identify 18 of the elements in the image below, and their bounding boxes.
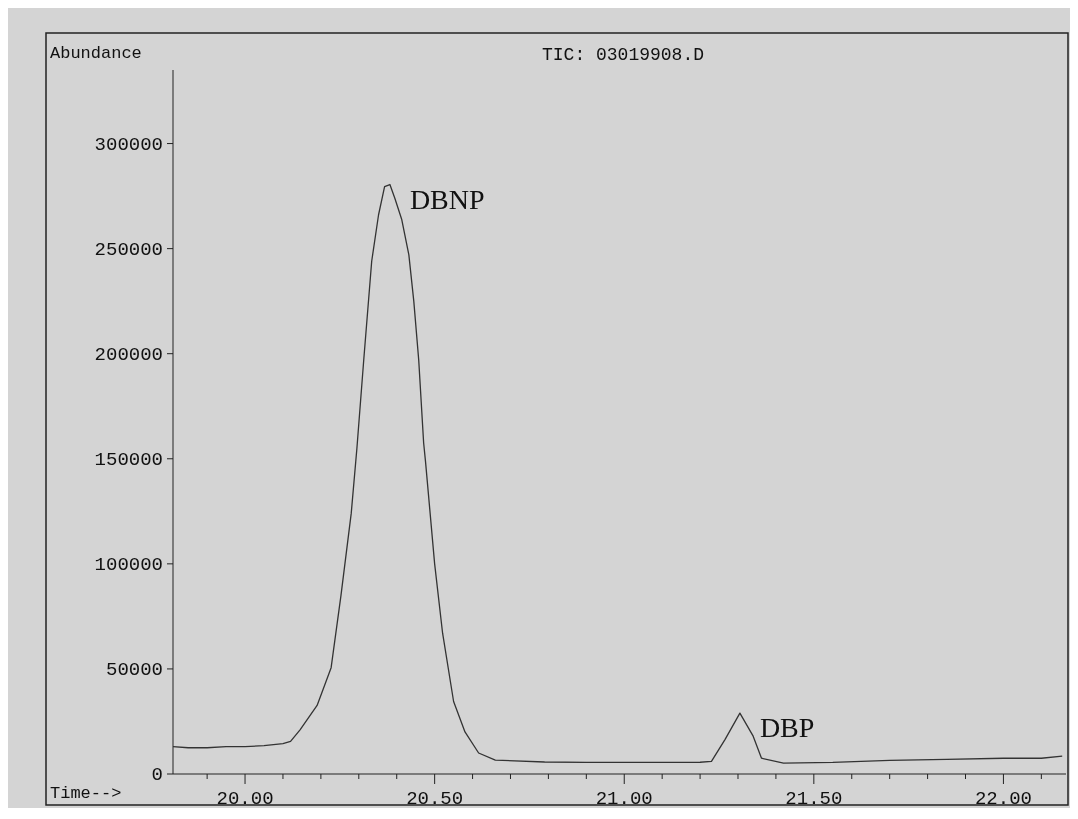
chart-title: TIC: 03019908.D	[541, 45, 705, 65]
line-series	[172, 183, 1063, 764]
annotation: DBNP	[409, 183, 485, 215]
y-tick-label: 0	[151, 764, 163, 786]
x-tick-label: 21.00	[595, 788, 653, 810]
y-tick-label: 300000	[94, 133, 163, 156]
y-tick-label: 150000	[94, 448, 163, 471]
x-tick-label: 21.50	[785, 788, 843, 810]
y-tick-label: 50000	[105, 658, 163, 681]
x-tick-label: 22.00	[974, 788, 1032, 810]
y-axis-title: Abundance	[50, 44, 142, 63]
x-tick-label: 20.50	[406, 788, 464, 810]
y-tick-label: 100000	[94, 553, 163, 576]
x-tick-label: 20.00	[216, 788, 274, 810]
x-axis-title: Time-->	[50, 784, 122, 803]
annotation: DBP	[759, 712, 815, 744]
y-tick-label: 200000	[94, 343, 163, 366]
y-tick-label: 250000	[94, 238, 163, 261]
